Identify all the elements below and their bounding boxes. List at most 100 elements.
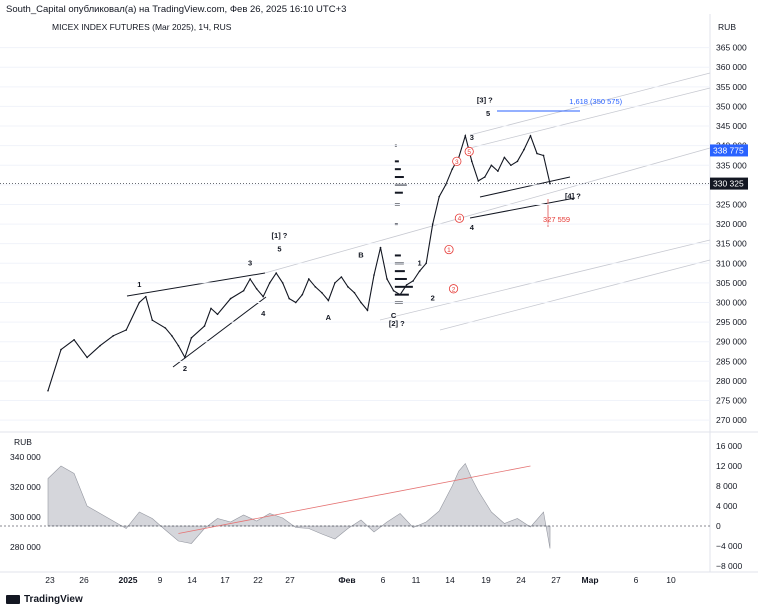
circled-wave-label-3: 4 (458, 216, 462, 223)
volume-profile-bar-3 (394, 277, 407, 280)
time-tick-13: 24 (516, 575, 526, 585)
price-point-4 (99, 344, 101, 347)
price-label-1: 330 325 (713, 179, 744, 189)
price-point-64 (536, 152, 538, 155)
time-tick-8: Фев (338, 575, 355, 585)
price-tick-0: 365 000 (716, 43, 747, 53)
osc-tick-right-6: −8 000 (716, 561, 743, 571)
wave-label-8: C (391, 311, 397, 320)
price-tick-15: 290 000 (716, 337, 747, 347)
price-point-55 (477, 180, 480, 182)
wave-label-6: A (326, 313, 332, 322)
price-point-37 (360, 301, 362, 304)
price-tick-4: 345 000 (716, 121, 747, 131)
price-point-29 (308, 278, 310, 280)
price-point-22 (262, 295, 264, 298)
price-point-54 (471, 160, 473, 163)
osc-ticks-right: 16 000 12 000 8 000 4 000 0 −4 000 −8 000 (716, 441, 743, 571)
wave-label-15: [3] ? (477, 96, 493, 105)
price-tick-1: 360 000 (716, 62, 747, 72)
wave-label-14: 5 (486, 109, 490, 118)
price-point-2 (73, 338, 75, 341)
price-point-44 (405, 284, 408, 286)
time-tick-11: 14 (445, 575, 455, 585)
price-label-box-0 (710, 144, 748, 157)
price-tick-10: 315 000 (716, 239, 747, 249)
price-point-25 (281, 282, 284, 284)
price-point-13 (184, 356, 186, 359)
price-point-26 (288, 297, 291, 300)
wave-label-18: 327 559 (543, 215, 570, 224)
volume-profile-bar-1 (394, 293, 409, 296)
time-tick-6: 22 (253, 575, 263, 585)
price-point-41 (386, 278, 388, 280)
circled-wave-label-0: 1 (447, 247, 451, 254)
wave-label-2: 3 (248, 258, 252, 267)
price-tick-17: 280 000 (716, 376, 747, 386)
channel-line-2 (379, 239, 711, 321)
volume-profile-bar-4 (394, 270, 405, 273)
price-point-56 (484, 176, 486, 178)
price-point-20 (249, 278, 251, 280)
osc-tick-right-2: 8 000 (716, 481, 738, 491)
price-tick-14: 295 000 (716, 317, 747, 327)
price-point-66 (549, 182, 551, 185)
wave-label-0: 1 (137, 280, 141, 289)
price-point-12 (177, 344, 180, 347)
wave-label-3: 4 (261, 309, 266, 318)
osc-tick-left-0: 340 000 (10, 452, 41, 462)
wave-label-9: [2] ? (389, 319, 405, 328)
price-point-51 (451, 168, 454, 170)
wave-label-12: 4 (470, 223, 475, 232)
price-point-19 (242, 289, 245, 292)
price-point-16 (210, 307, 212, 310)
price-label-box-1 (710, 177, 748, 190)
wave-label-11: 2 (431, 294, 435, 303)
price-point-59 (503, 156, 506, 159)
time-tick-17: 10 (666, 575, 676, 585)
price-point-8 (145, 295, 147, 298)
wave-label-1: 2 (183, 364, 187, 373)
wave-label-16: [4] ? (565, 192, 581, 201)
price-point-62 (523, 148, 525, 151)
price-point-36 (353, 291, 356, 294)
price-tick-18: 275 000 (716, 396, 747, 406)
price-point-34 (340, 276, 343, 278)
volume-profile-bar-13 (394, 160, 399, 163)
oscillator-panel (0, 462, 710, 549)
price-point-38 (366, 309, 369, 312)
time-tick-2: 2025 (119, 575, 138, 585)
price-series-group (47, 133, 551, 392)
price-point-43 (399, 293, 401, 296)
time-tick-15: Мар (581, 575, 598, 585)
channel-line-1 (264, 147, 711, 274)
circled-wave-ring-0 (444, 244, 454, 255)
price-tick-9: 320 000 (716, 219, 747, 229)
volume-profile-bar-11 (394, 176, 404, 179)
price-point-14 (190, 337, 193, 339)
price-point-61 (516, 160, 519, 163)
price-tick-13: 300 000 (716, 298, 747, 308)
oscillator-area (47, 462, 551, 549)
volume-profile-bar-6 (394, 254, 401, 257)
price-point-31 (321, 291, 323, 294)
time-tick-16: 6 (634, 575, 639, 585)
price-point-21 (255, 287, 258, 290)
price-point-63 (529, 135, 532, 137)
symbol-title: MICEX INDEX FUTURES (Mar 2025), 1Ч, RUS (52, 22, 232, 32)
wave-label-5: [1] ? (272, 231, 288, 240)
price-point-24 (275, 272, 278, 274)
time-tick-14: 27 (551, 575, 561, 585)
channel-lines (264, 72, 711, 331)
price-point-40 (379, 246, 382, 249)
price-point-9 (151, 319, 154, 321)
time-tick-12: 19 (481, 575, 491, 585)
volume-profile-bar-9 (394, 191, 403, 194)
osc-tick-right-5: −4 000 (716, 541, 743, 551)
circled-wave-label-1: 2 (452, 286, 456, 293)
price-tick-3: 350 000 (716, 101, 747, 111)
currency-label-main: RUB (718, 22, 736, 32)
price-tick-2: 355 000 (716, 82, 747, 92)
price-point-3 (86, 356, 88, 359)
